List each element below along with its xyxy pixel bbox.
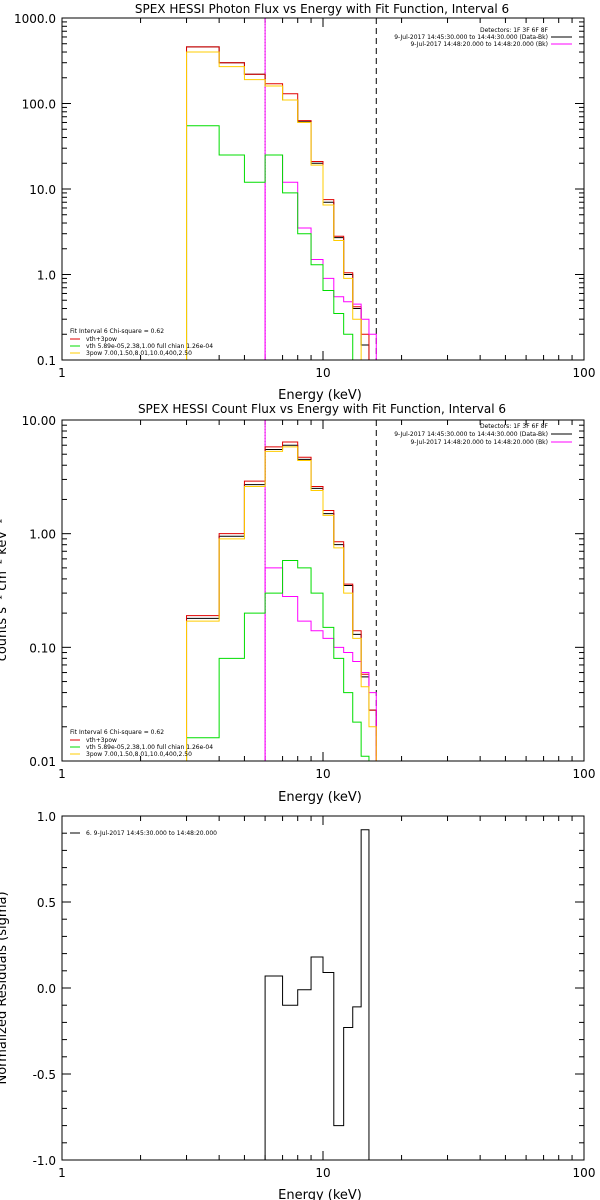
series-vth-5-89e-05-2-38-1-00-full-ch [186,560,370,761]
photon-flux-panel: SPEX HESSI Photon Flux vs Energy with Fi… [14,2,595,403]
residuals-panel: 1 10 100 -1.0 -0.5 0.0 0.5 1.0 Energy (keV) Nor… [0,810,595,1200]
x-tick-label: 1 [58,1166,66,1180]
data-interval-annotation: 9-Jul-2017 14:45:30.000 to 14:44:30.000 … [394,431,548,438]
y-tick-label: 0.5 [37,896,56,910]
chart-title: SPEX HESSI Photon Flux vs Energy with Fi… [135,2,509,16]
y-tick-label: 10.0 [29,183,56,197]
series-3pow-7-00-1-50-8-01-10-0-400-2 [186,51,369,361]
y-tick-label: 0.1 [37,354,56,368]
y-tick-label: 1.00 [29,528,56,542]
bk-interval-annotation: 9-Jul-2017 14:48:20.000 to 14:48:20.000 … [410,41,548,48]
y-tick-label: -1.0 [33,1154,56,1168]
x-tick-label: 10 [315,366,330,380]
series-vth-5-89e-05-2-38-1-00-full-ch [186,125,362,361]
fit-label: Fit Interval 6 Chi-square = 0.62 [70,328,164,335]
x-tick-label: 10 [315,767,330,781]
series-3pow-7-00-1-50-8-01-10-0-400-2 [186,446,377,761]
legend-entry: vth 5.89e-05,2.38,1.00 full chian 1.26e-… [86,343,213,350]
chart-title: SPEX HESSI Count Flux vs Energy with Fit… [138,402,506,416]
plot-frame [61,815,585,1161]
legend-entry: 3pow 7.00,1.50,8.01,10.0,400,2.50 [86,350,192,357]
legend-entry: 6. 9-Jul-2017 14:45:30.000 to 14:48:20.0… [86,830,217,837]
y-axis-label: counts s⁻¹ cm⁻² keV⁻¹ [0,519,10,662]
plot-frame [61,419,585,762]
y-tick-label: 10.00 [22,414,56,428]
y-tick-label: -0.5 [33,1068,56,1082]
y-tick-label: 0.10 [29,641,56,655]
x-axis-label: Energy (keV) [278,790,362,805]
legend-entry: vth 5.89e-05,2.38,1.00 full chian 1.26e-… [86,744,213,751]
y-tick-label: 1000.0 [14,12,56,26]
legend-entry: vth+3pow [86,737,117,744]
fit-label: Fit Interval 6 Chi-square = 0.62 [70,729,164,736]
x-axis-label: Energy (keV) [278,388,362,403]
x-tick-label: 1 [58,366,66,380]
y-tick-label: 1.0 [37,810,56,824]
series-6-9-jul-2017-14-45-30-000-to-1 [264,829,377,1161]
y-tick-label: 1.0 [37,269,56,283]
legend-entry: 3pow 7.00,1.50,8.01,10.0,400,2.50 [86,751,192,758]
x-tick-label: 100 [573,1166,596,1180]
x-tick-label: 100 [573,767,596,781]
x-axis-label: Energy (keV) [278,1188,362,1200]
y-tick-label: 0.01 [29,755,56,769]
legend-entry: vth+3pow [86,336,117,343]
data-interval-annotation: 9-Jul-2017 14:45:30.000 to 14:44:30.000 … [394,34,548,41]
plot-frame [61,17,585,361]
y-tick-label: 0.0 [37,982,56,996]
x-tick-label: 1 [58,767,66,781]
series-vth-3pow [264,154,377,360]
detectors-annotation: Detectors: 1F 3F 6F 8F [480,423,549,430]
y-tick-label: 100.0 [22,98,56,112]
x-tick-label: 100 [573,366,596,380]
detectors-annotation: Detectors: 1F 3F 6F 8F [480,27,549,34]
y-axis-label: Normalized Residuals (sigma) [0,891,10,1084]
count-flux-panel: SPEX HESSI Count Flux vs Energy with Fit… [0,402,595,805]
bk-interval-annotation: 9-Jul-2017 14:48:20.000 to 14:48:20.000 … [410,439,548,446]
x-tick-label: 10 [315,1166,330,1180]
